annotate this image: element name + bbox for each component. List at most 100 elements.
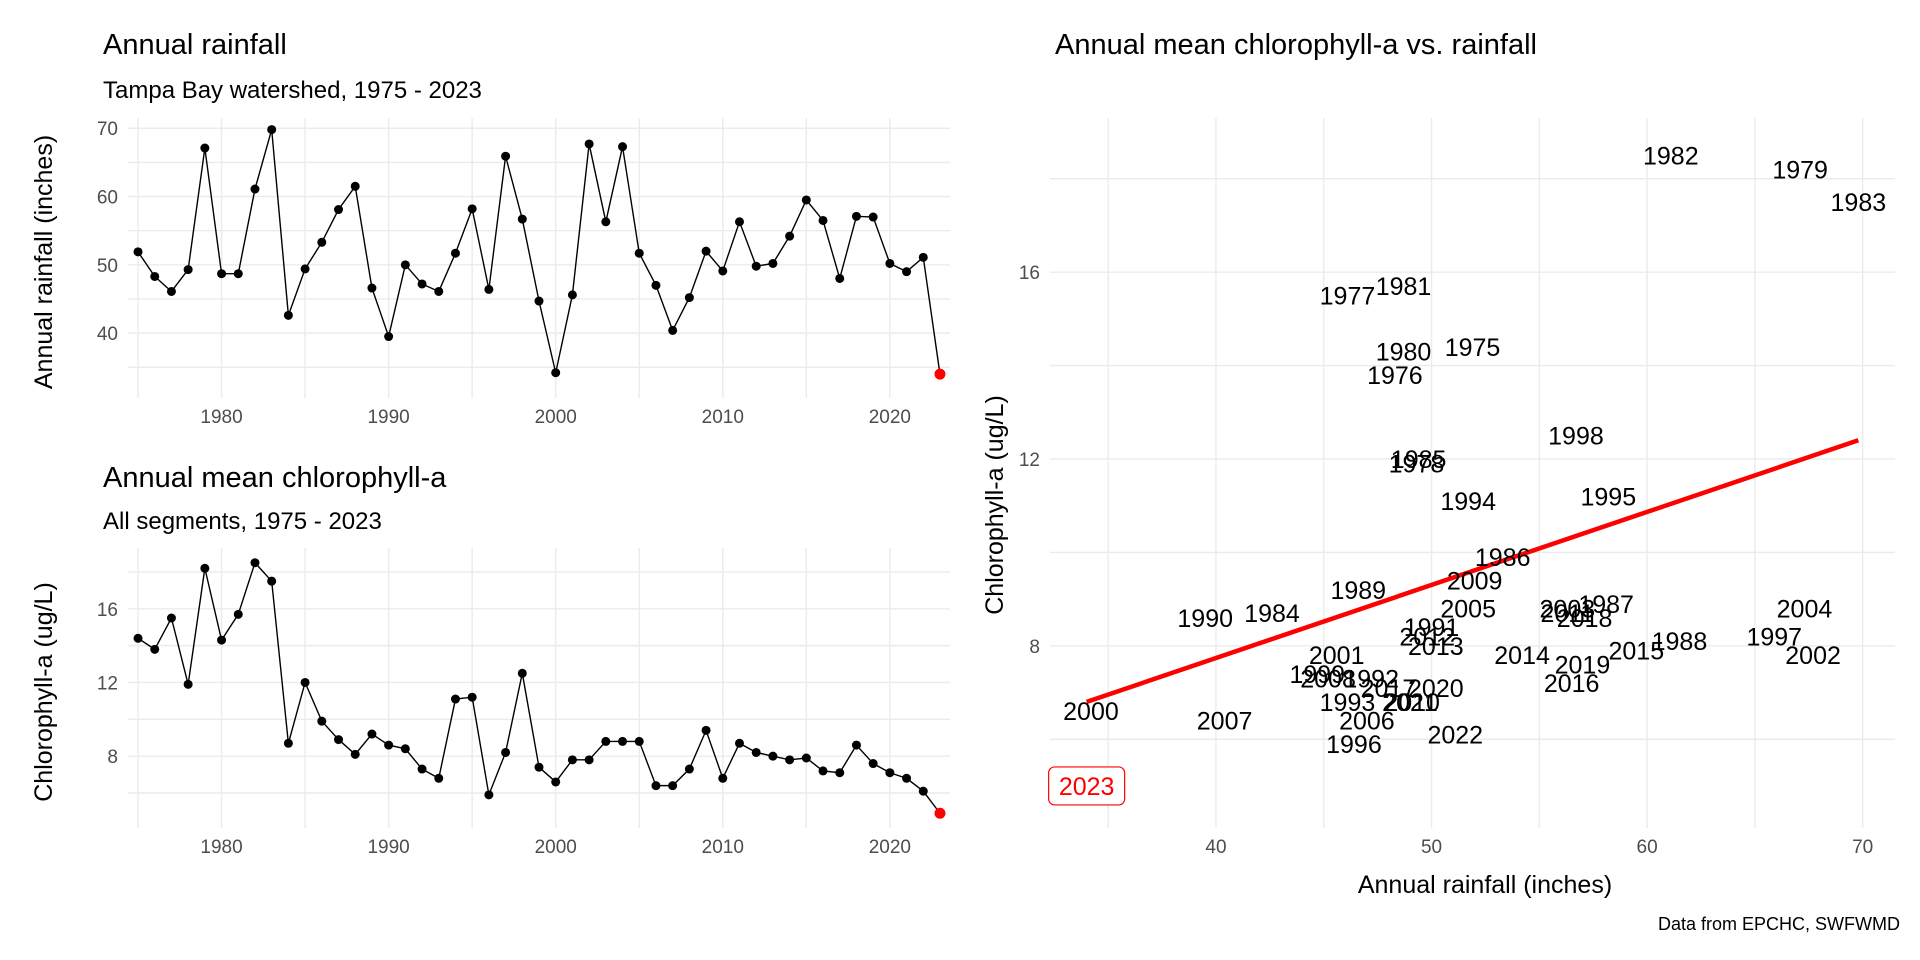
rainfall-y-tick-label: 70 [97, 119, 118, 140]
chlorophyll-chart-subtitle: All segments, 1975 - 2023 [103, 508, 382, 535]
scatter-year-label: 1978 [1389, 451, 1445, 479]
scatter-year-label: 1989 [1330, 577, 1386, 605]
scatter-year-label: 1994 [1440, 488, 1496, 516]
rainfall-data-point [684, 293, 694, 303]
chlorophyll-y-tick-label: 8 [107, 747, 118, 768]
scatter-year-label: 1992 [1343, 666, 1399, 694]
chlorophyll-data-point [300, 677, 310, 687]
chlorophyll-data-point [166, 613, 176, 623]
scatter-year-label: 1982 [1643, 142, 1699, 170]
chlorophyll-data-point [634, 736, 644, 746]
scatter-year-label: 1983 [1831, 189, 1887, 217]
chlorophyll-data-point [551, 777, 561, 787]
rainfall-data-point [384, 332, 394, 342]
scatter-highlight-label: 2023 [1059, 773, 1115, 801]
scatter-year-label: 2009 [1447, 567, 1503, 595]
rainfall-data-point [467, 204, 477, 214]
rainfall-data-point [785, 231, 795, 241]
rainfall-data-point [133, 247, 143, 257]
rainfall-y-axis-title: Annual rainfall (inches) [30, 135, 58, 389]
rainfall-data-point [300, 264, 310, 274]
rainfall-y-tick-label: 60 [97, 188, 118, 209]
chlorophyll-data-point [501, 747, 511, 757]
rainfall-data-point [233, 269, 243, 279]
chlorophyll-series-line [137, 561, 941, 814]
scatter-year-label: 1999 [1289, 661, 1345, 689]
rainfall-data-point [584, 139, 594, 149]
chlorophyll-data-point [450, 694, 460, 704]
rainfall-series [133, 125, 946, 380]
chlorophyll-data-point [668, 781, 678, 791]
rainfall-data-point [601, 217, 611, 227]
scatter-marks: 1975 1976 1977 1978 1979 1980 1981 1982 1983 1984… [1048, 142, 1887, 806]
chlorophyll-data-point [534, 762, 544, 772]
rainfall-series-line [137, 129, 941, 375]
scatter-year-label: 1984 [1244, 600, 1300, 628]
chlorophyll-data-point [367, 729, 377, 739]
chlorophyll-data-point [584, 755, 594, 765]
rainfall-panel: Annual rainfall Tampa Bay watershed, 197… [30, 29, 950, 428]
scatter-year-label: 1998 [1548, 423, 1604, 451]
rainfall-data-point [701, 246, 711, 256]
rainfall-y-tick-label: 40 [97, 324, 118, 345]
scatter-x-tick-label: 70 [1852, 837, 1873, 858]
chlorophyll-tick-labels: 1980 1990 2000 2010 2020 8 12 16 [97, 600, 911, 858]
rainfall-data-point [283, 310, 293, 320]
chlorophyll-data-point [250, 558, 260, 568]
scatter-year-label: 2021 [1382, 689, 1438, 717]
chlorophyll-gridlines [128, 548, 950, 828]
rainfall-data-point [634, 248, 644, 258]
scatter-year-label: 2006 [1339, 708, 1395, 736]
rainfall-gridlines [128, 118, 950, 398]
chlorophyll-data-point [217, 635, 227, 645]
scatter-year-label: 2005 [1440, 595, 1496, 623]
chlorophyll-data-point [267, 576, 277, 586]
chlorophyll-data-point [350, 749, 360, 759]
rainfall-data-point [534, 296, 544, 306]
chlorophyll-data-point [918, 786, 928, 796]
rainfall-data-point [918, 252, 928, 262]
scatter-year-label: 2001 [1309, 642, 1365, 670]
rainfall-data-point [267, 125, 277, 135]
scatter-year-label: 2002 [1785, 642, 1841, 670]
rainfall-data-point [902, 267, 912, 277]
scatter-tick-labels: 40 50 60 70 8 12 16 [1019, 263, 1873, 858]
scatter-year-label: 2017 [1361, 675, 1417, 703]
rainfall-data-point [751, 261, 761, 271]
scatter-year-label: 2022 [1427, 722, 1483, 750]
scatter-fit-line [1085, 438, 1860, 705]
chlorophyll-x-tick-label: 2000 [535, 837, 577, 858]
scatter-highlight-box [1048, 766, 1126, 806]
chlorophyll-data-point [601, 736, 611, 746]
chlorophyll-data-point [651, 781, 661, 791]
rainfall-data-point [350, 181, 360, 191]
chlorophyll-data-point [183, 679, 193, 689]
scatter-year-label: 2010 [1384, 689, 1440, 717]
scatter-year-label: 2019 [1555, 652, 1611, 680]
scatter-year-label: 1987 [1578, 591, 1634, 619]
scatter-y-axis-title: Chlorophyll-a (ug/L) [981, 395, 1009, 615]
rainfall-data-point [150, 271, 160, 281]
scatter-year-label: 1990 [1177, 605, 1233, 633]
chlorophyll-data-point [567, 755, 577, 765]
rainfall-x-tick-label: 1990 [367, 407, 409, 428]
rainfall-x-tick-label: 2010 [702, 407, 744, 428]
chlorophyll-data-point [718, 773, 728, 783]
scatter-x-tick-label: 60 [1637, 837, 1658, 858]
scatter-year-label: 2003 [1540, 595, 1596, 623]
chlorophyll-data-point [618, 736, 628, 746]
chlorophyll-data-point [785, 755, 795, 765]
scatter-year-label: 1979 [1772, 156, 1828, 184]
scatter-panel: Annual mean chlorophyll-a vs. rainfall 4… [981, 29, 1895, 899]
rainfall-data-point [835, 273, 845, 283]
chlorophyll-data-point [434, 773, 444, 783]
rainfall-data-point [183, 265, 193, 275]
rainfall-data-point [651, 280, 661, 290]
scatter-year-label: 2014 [1494, 642, 1550, 670]
chlorophyll-data-point [400, 744, 410, 754]
scatter-year-label: 1988 [1652, 628, 1708, 656]
chlorophyll-data-point [868, 759, 878, 769]
rainfall-x-tick-label: 1980 [200, 407, 242, 428]
chlorophyll-data-point [283, 738, 293, 748]
rainfall-x-tick-label: 2020 [869, 407, 911, 428]
